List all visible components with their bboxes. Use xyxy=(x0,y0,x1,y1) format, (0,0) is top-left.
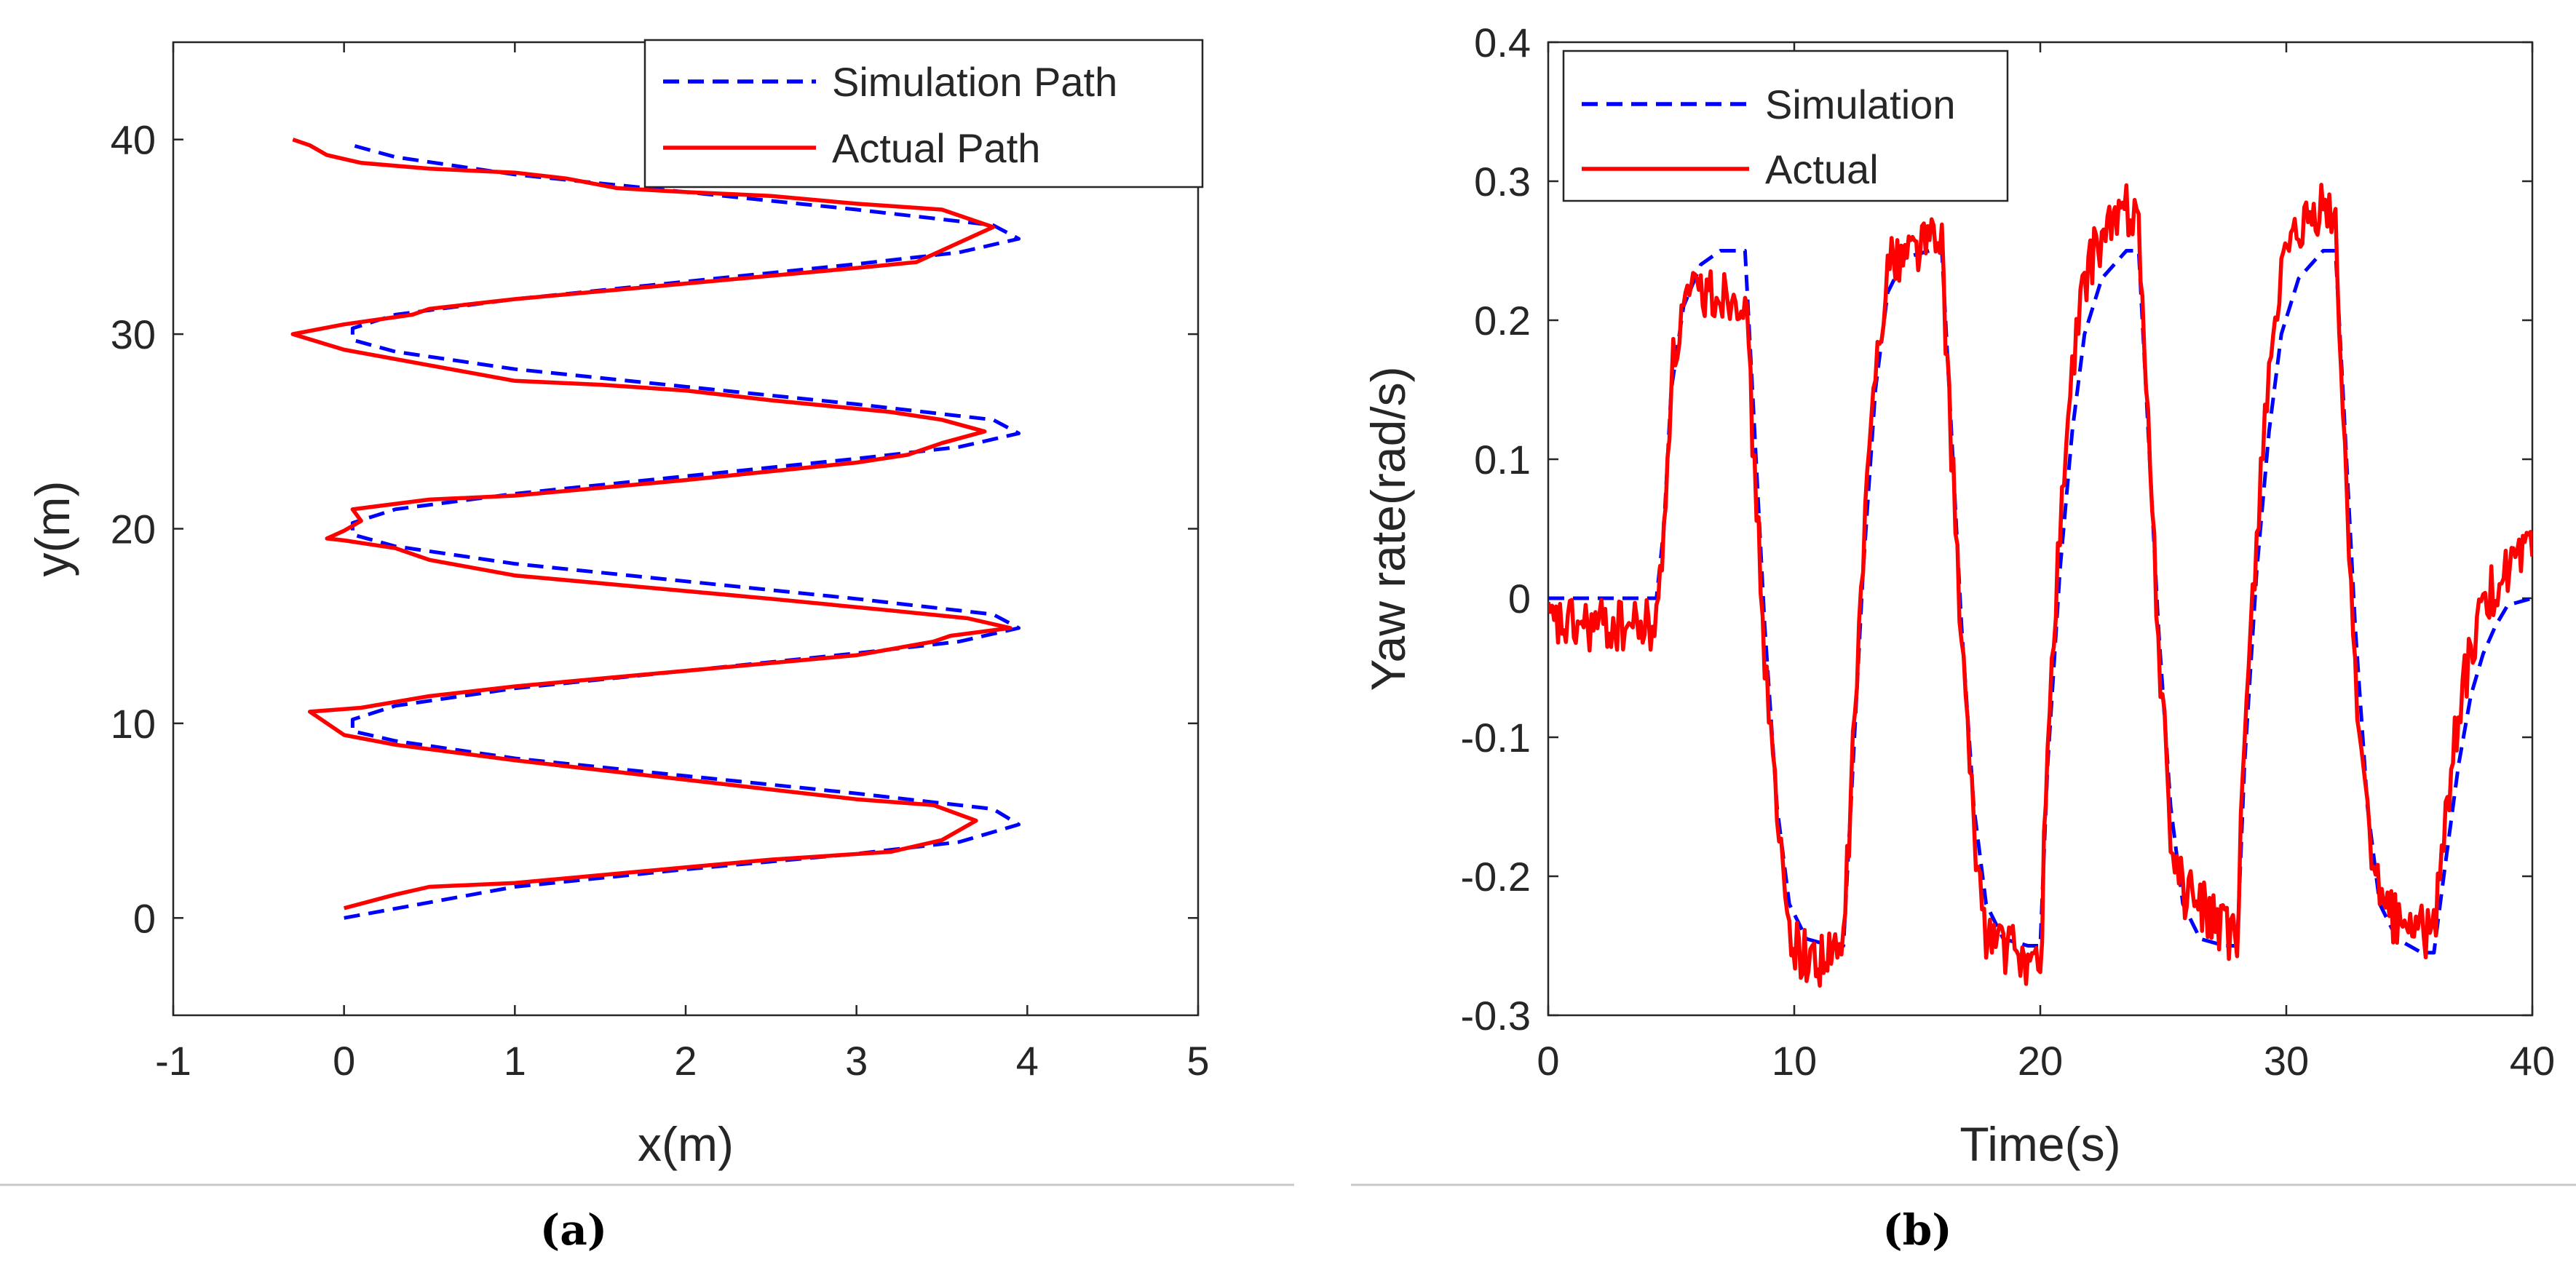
y-tick-label: -0.3 xyxy=(1461,993,1531,1039)
legend-label: Actual xyxy=(1765,146,1879,192)
chart-b: 0 10 20 30 40 -0.3 -0.2 -0.1 0 0.1 0.2 0.3 0.4 Time(s… xyxy=(1361,20,2555,1171)
y-tick-label: 40 xyxy=(111,117,156,163)
legend-box xyxy=(643,39,1204,188)
y-tick-label: 0.3 xyxy=(1474,159,1531,205)
y-tick-label: 30 xyxy=(111,311,156,357)
y-tick-label: 0 xyxy=(133,895,156,941)
x-tick-label: 10 xyxy=(1772,1038,1817,1084)
y-tick-label: -0.2 xyxy=(1461,854,1531,900)
x-axis-label: x(m) xyxy=(638,1117,734,1171)
x-tick-label: 3 xyxy=(845,1038,868,1084)
y-axis-label: Yaw rate(rad/s) xyxy=(1361,366,1415,691)
x-tick-label: 20 xyxy=(2018,1038,2063,1084)
y-tick-label: 20 xyxy=(111,507,156,552)
series-line-actual xyxy=(1548,183,2532,988)
y-axis-label: y(m) xyxy=(25,481,79,577)
series-line-simulation xyxy=(1548,249,2532,955)
caption-b: (b) xyxy=(1882,1205,1951,1255)
x-tick-label: 2 xyxy=(674,1038,697,1084)
x-axis-label: Time(s) xyxy=(1959,1117,2120,1171)
y-tick-label: 0 xyxy=(1508,576,1531,622)
caption-a: (a) xyxy=(540,1205,607,1255)
series-line-simulation-path xyxy=(344,143,1021,920)
x-tick-label: 5 xyxy=(1186,1038,1209,1084)
x-tick-label: 0 xyxy=(1537,1038,1559,1084)
x-tick-label: 40 xyxy=(2510,1038,2555,1084)
legend-label: Simulation xyxy=(1765,82,1955,127)
y-tick-label: 0.2 xyxy=(1474,298,1531,344)
x-tick-label: 1 xyxy=(504,1038,526,1084)
x-tick-label: 0 xyxy=(333,1038,355,1084)
y-tick-label: -0.1 xyxy=(1461,715,1531,761)
x-tick-label: -1 xyxy=(155,1038,191,1084)
x-tick-label: 4 xyxy=(1016,1038,1039,1084)
legend-label: Simulation Path xyxy=(832,59,1117,105)
y-tick-label: 10 xyxy=(111,701,156,747)
chart-a: -1 0 1 2 3 4 5 0 10 20 30 40 x(m) y(m) Simulation Path… xyxy=(25,39,1210,1171)
legend-label: Actual Path xyxy=(832,125,1040,171)
series-line-actual-path xyxy=(290,138,1012,910)
y-tick-label: 0.4 xyxy=(1474,20,1531,66)
y-tick-label: 0.1 xyxy=(1474,437,1531,483)
x-tick-label: 30 xyxy=(2264,1038,2309,1084)
legend-box xyxy=(1562,49,2009,202)
